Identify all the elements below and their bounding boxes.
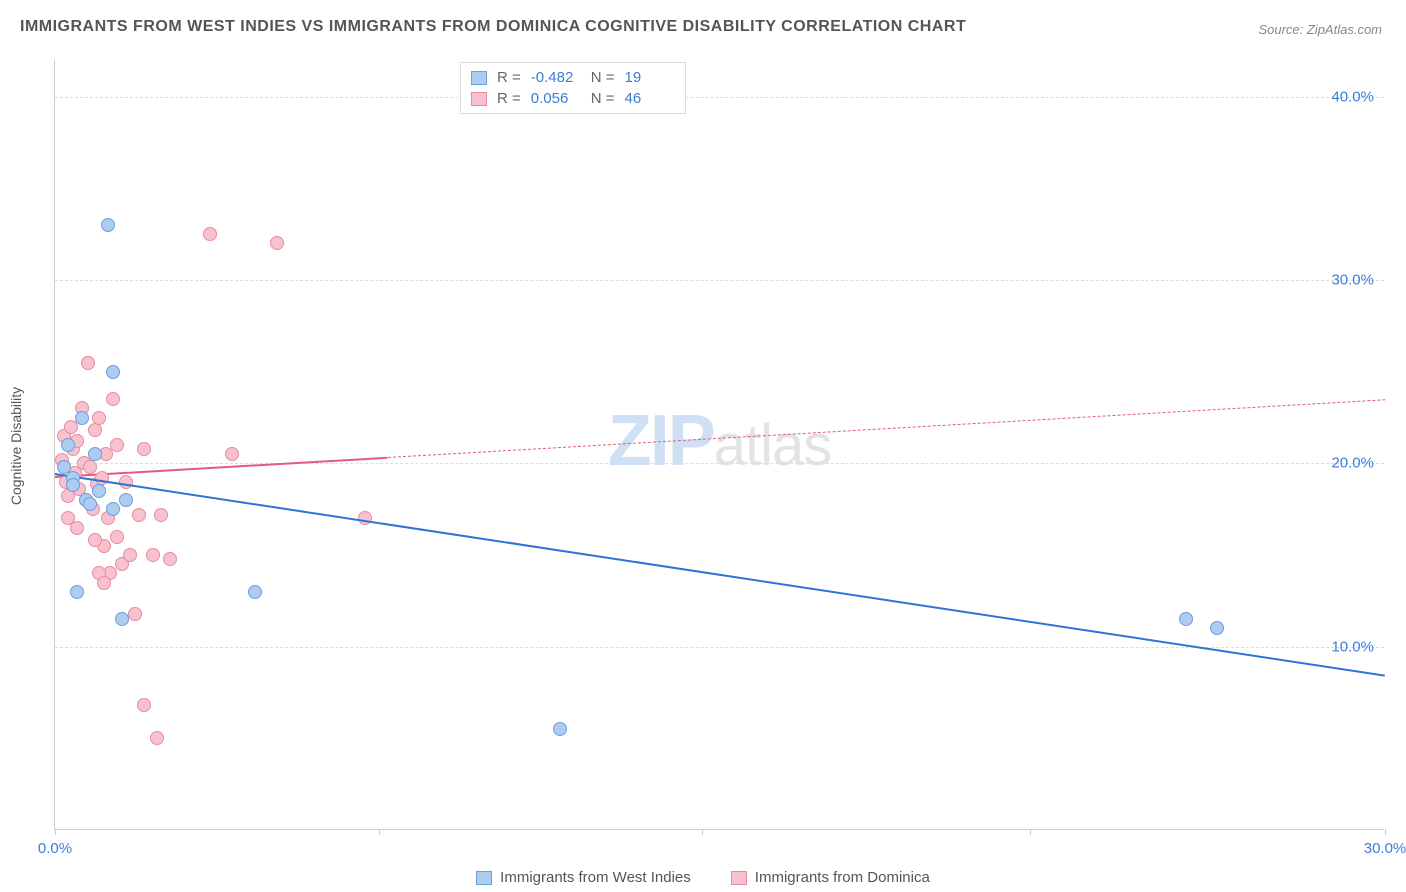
x-tick-mark [55,829,56,835]
n-label: N = [591,90,615,107]
scatter-point [137,698,151,712]
scatter-point [88,423,102,437]
scatter-point [101,218,115,232]
scatter-point [83,497,97,511]
x-tick-label: 30.0% [1364,840,1406,857]
scatter-point [97,576,111,590]
trend-line [387,399,1385,458]
legend-label: Immigrants from Dominica [755,869,930,886]
x-tick-mark [1385,829,1386,835]
scatter-point [92,484,106,498]
bottom-legend: Immigrants from West Indies Immigrants fr… [0,869,1406,886]
legend-swatch [476,871,492,885]
y-tick-label: 20.0% [1331,455,1374,472]
stats-row: R = 0.056 N = 46 [471,88,675,109]
scatter-point [66,478,80,492]
scatter-point [61,511,75,525]
scatter-point [110,438,124,452]
scatter-point [61,438,75,452]
legend-swatch [471,92,487,106]
scatter-point [119,493,133,507]
scatter-point [203,227,217,241]
scatter-point [154,508,168,522]
scatter-point [150,731,164,745]
n-label: N = [591,69,615,86]
legend-swatch [471,71,487,85]
n-value: 19 [625,69,675,86]
x-tick-mark [379,829,380,835]
scatter-point [248,585,262,599]
legend-label: Immigrants from West Indies [500,869,691,886]
scatter-point [225,447,239,461]
legend-item: Immigrants from West Indies [476,869,691,886]
stats-row: R = -0.482 N = 19 [471,67,675,88]
watermark: ZIP atlas [608,399,832,481]
x-tick-mark [1030,829,1031,835]
scatter-point [83,460,97,474]
scatter-point [163,552,177,566]
x-tick-label: 0.0% [38,840,72,857]
chart-title: IMMIGRANTS FROM WEST INDIES VS IMMIGRANT… [20,18,966,36]
gridline [55,97,1384,98]
watermark-atlas: atlas [714,411,832,478]
scatter-point [106,365,120,379]
scatter-point [132,508,146,522]
y-tick-label: 30.0% [1331,272,1374,289]
y-tick-label: 10.0% [1331,638,1374,655]
scatter-point [88,447,102,461]
r-value: 0.056 [531,90,581,107]
x-tick-mark [702,829,703,835]
scatter-point [92,411,106,425]
gridline [55,647,1384,648]
scatter-point [1179,612,1193,626]
trend-line [55,473,1385,677]
stats-legend: R = -0.482 N = 19 R = 0.056 N = 46 [460,62,686,114]
n-value: 46 [625,90,675,107]
scatter-point [1210,621,1224,635]
y-tick-label: 40.0% [1331,88,1374,105]
r-value: -0.482 [531,69,581,86]
scatter-point [115,612,129,626]
scatter-point [137,442,151,456]
scatter-point [70,585,84,599]
legend-swatch [731,871,747,885]
scatter-point [553,722,567,736]
plot-area: ZIP atlas 10.0%20.0%30.0%40.0%0.0%30.0% [54,60,1384,830]
scatter-point [106,502,120,516]
scatter-point [81,356,95,370]
source-label: Source: ZipAtlas.com [1258,22,1382,37]
gridline [55,280,1384,281]
y-axis-label: Cognitive Disability [8,387,24,505]
scatter-point [75,411,89,425]
scatter-point [146,548,160,562]
r-label: R = [497,90,521,107]
scatter-point [88,533,102,547]
scatter-point [106,392,120,406]
scatter-point [270,236,284,250]
scatter-point [123,548,137,562]
legend-item: Immigrants from Dominica [731,869,930,886]
r-label: R = [497,69,521,86]
scatter-point [128,607,142,621]
scatter-point [110,530,124,544]
